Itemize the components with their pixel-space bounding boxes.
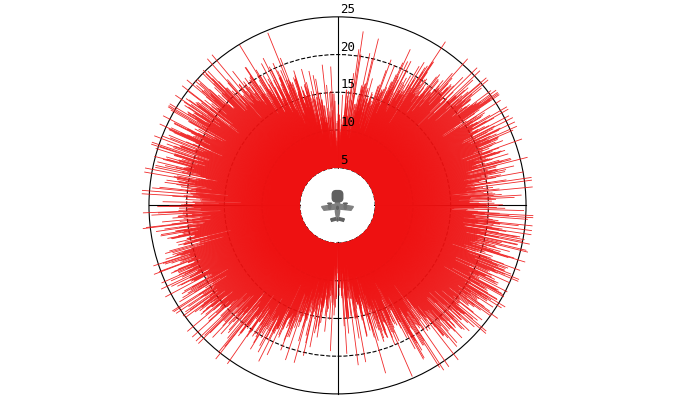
Text: 15: 15 xyxy=(340,78,355,91)
Ellipse shape xyxy=(337,218,338,222)
Polygon shape xyxy=(339,218,344,222)
Ellipse shape xyxy=(335,198,340,219)
Polygon shape xyxy=(331,218,336,222)
Ellipse shape xyxy=(329,204,331,210)
FancyBboxPatch shape xyxy=(332,191,343,202)
Text: 5: 5 xyxy=(340,153,348,166)
Ellipse shape xyxy=(344,204,346,210)
Polygon shape xyxy=(321,204,335,211)
Text: 20: 20 xyxy=(340,40,355,54)
Polygon shape xyxy=(340,204,354,211)
Text: 10: 10 xyxy=(340,116,355,129)
Ellipse shape xyxy=(337,207,338,210)
Text: 25: 25 xyxy=(340,3,355,16)
Circle shape xyxy=(302,170,373,242)
